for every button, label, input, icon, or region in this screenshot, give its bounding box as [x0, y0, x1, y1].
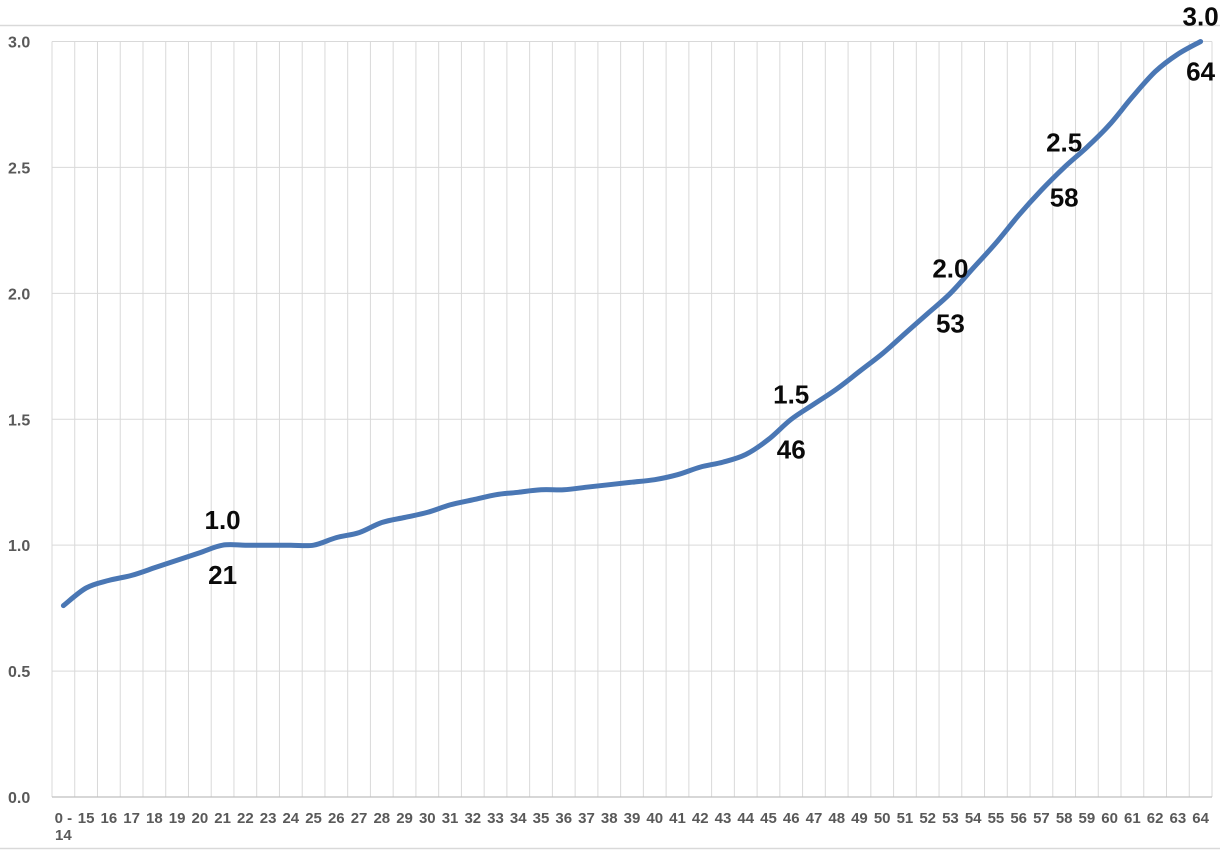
- x-tick-label: 44: [737, 810, 754, 827]
- value-data-label: 1.0: [205, 505, 241, 535]
- value-data-label: 3.0: [1183, 2, 1219, 32]
- x-tick-label: 33: [487, 810, 504, 827]
- x-tick-label: 40: [646, 810, 663, 827]
- x-tick-label: 52: [919, 810, 936, 827]
- x-tick-label: 41: [669, 810, 686, 827]
- x-tick-label: 43: [715, 810, 732, 827]
- x-tick-label: 62: [1147, 810, 1164, 827]
- x-tick-label: 34: [510, 810, 527, 827]
- x-tick-label: 50: [874, 810, 891, 827]
- x-tick-label: 45: [760, 810, 777, 827]
- y-tick-label: 0.5: [8, 664, 30, 681]
- y-tick-label: 0.0: [8, 790, 30, 807]
- x-tick-label: 58: [1056, 810, 1073, 827]
- ratio-series-line: [60, 39, 1204, 609]
- x-axis-tick-labels: 0 -14 15 16 17 18 19 20 21 22 23 24 25 26 27 28 29 30 31 3…: [55, 810, 1210, 844]
- y-tick-label: 2.0: [8, 286, 30, 303]
- age-data-label: 53: [936, 308, 965, 338]
- x-tick-label: 26: [328, 810, 345, 827]
- x-tick-label: 31: [442, 810, 459, 827]
- y-tick-label: 2.5: [8, 160, 30, 177]
- x-tick-label: 37: [578, 810, 595, 827]
- x-tick-label: 38: [601, 810, 618, 827]
- x-tick-label: 29: [396, 810, 413, 827]
- x-tick-label: 18: [146, 810, 163, 827]
- x-tick-label: 47: [806, 810, 823, 827]
- x-tick-label: 32: [464, 810, 481, 827]
- x-tick-label: 20: [191, 810, 208, 827]
- x-tick-label: 27: [351, 810, 368, 827]
- x-tick-label: 54: [965, 810, 982, 827]
- x-tick-label: 0 -14: [55, 810, 73, 844]
- x-tick-label: 22: [237, 810, 254, 827]
- x-tick-label: 19: [169, 810, 186, 827]
- x-tick-label: 15: [78, 810, 95, 827]
- x-tick-label: 28: [373, 810, 390, 827]
- x-tick-label: 48: [828, 810, 845, 827]
- data-label-annotations: 1.0 21 1.5 46 2.0 53 2.5 58 3.0 64: [205, 2, 1219, 591]
- x-tick-label: 30: [419, 810, 436, 827]
- x-tick-label: 64: [1192, 810, 1209, 827]
- age-data-label: 58: [1050, 182, 1079, 212]
- value-data-label: 2.5: [1046, 127, 1082, 157]
- x-tick-label: 59: [1079, 810, 1096, 827]
- x-tick-label: 36: [555, 810, 572, 827]
- x-tick-label: 57: [1033, 810, 1050, 827]
- age-data-label: 46: [777, 434, 806, 464]
- x-tick-label: 23: [260, 810, 277, 827]
- x-tick-label: 16: [101, 810, 118, 827]
- value-data-label: 2.0: [932, 253, 968, 283]
- x-tick-label: 63: [1170, 810, 1187, 827]
- x-tick-label: 21: [214, 810, 231, 827]
- x-tick-label: 51: [897, 810, 914, 827]
- x-tick-label: 25: [305, 810, 322, 827]
- value-data-label: 1.5: [773, 379, 809, 409]
- x-tick-label: 49: [851, 810, 868, 827]
- y-tick-label: 1.0: [8, 538, 30, 555]
- gridlines: [51, 41, 1213, 797]
- y-axis-tick-labels: 0.0 0.5 1.0 1.5 2.0 2.5 3.0: [8, 35, 30, 808]
- y-tick-label: 1.5: [8, 412, 30, 429]
- x-tick-label: 42: [692, 810, 709, 827]
- x-tick-label: 17: [123, 810, 140, 827]
- x-tick-label: 53: [942, 810, 959, 827]
- x-tick-label: 61: [1124, 810, 1141, 827]
- x-tick-label: 24: [282, 810, 299, 827]
- y-tick-label: 3.0: [8, 35, 30, 52]
- x-tick-label: 35: [533, 810, 550, 827]
- age-data-label: 21: [208, 560, 237, 590]
- x-tick-label: 56: [1010, 810, 1027, 827]
- x-tick-label: 55: [988, 810, 1005, 827]
- x-tick-label: 60: [1101, 810, 1118, 827]
- age-data-label: 64: [1186, 57, 1215, 87]
- x-tick-label: 46: [783, 810, 800, 827]
- x-tick-label: 39: [624, 810, 641, 827]
